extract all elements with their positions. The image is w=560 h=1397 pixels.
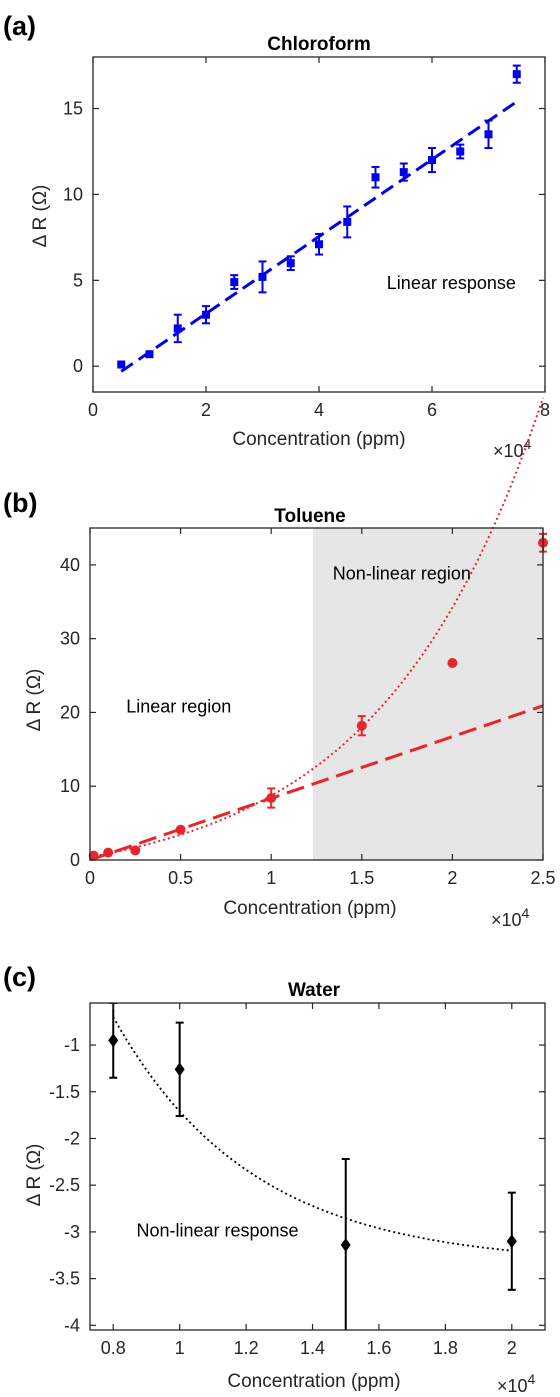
annotation-non-linear-response: Non-linear response — [136, 1221, 298, 1241]
y-tick-label: 0 — [73, 356, 83, 376]
x-tick-label: 1.6 — [366, 1338, 391, 1358]
y-tick-label: 10 — [63, 184, 83, 204]
chart-chloroform: (a) Chloroform 0 2 4 6 8 0 5 10 15 Linear respon… — [3, 11, 550, 461]
x-tick-label: 1.8 — [433, 1338, 458, 1358]
nonlinear-fit-curve — [89, 397, 544, 858]
x-tick-label: 1 — [266, 868, 276, 888]
y-tick-label: -3 — [64, 1222, 80, 1242]
data-point-0 — [88, 850, 99, 861]
x-tick-label: 1.5 — [349, 868, 374, 888]
data-point-12 — [456, 147, 465, 156]
chart-title-chloroform: Chloroform — [267, 34, 370, 55]
x-tick-label: 1 — [175, 1338, 185, 1358]
data-point-4 — [266, 793, 277, 804]
y-tick-label: -2 — [64, 1128, 80, 1148]
y-tick-label: 0 — [70, 850, 80, 870]
x-tick-label: 1.4 — [300, 1338, 325, 1358]
data-point-0 — [108, 1033, 119, 1048]
data-point-7 — [315, 240, 323, 249]
x-multiplier-water: ×104 — [497, 1371, 536, 1396]
y-tick-label: 40 — [60, 555, 80, 575]
annotation-non-linear-region: Non-linear region — [333, 564, 471, 584]
data-point-3 — [506, 1234, 517, 1249]
data-point-3 — [175, 824, 186, 835]
data-point-11 — [428, 156, 436, 165]
x-axis-label-toluene: Concentration (ppm) — [223, 898, 396, 919]
x-tick-label: 0.5 — [168, 868, 193, 888]
plot-frame — [89, 527, 544, 861]
y-tick-label: -2.5 — [49, 1175, 80, 1195]
data-point-14 — [512, 70, 521, 79]
annotation-linear-response: Linear response — [387, 273, 516, 293]
y-tick-label: -3.5 — [49, 1269, 80, 1289]
data-point-13 — [484, 130, 493, 139]
data-point-2 — [130, 845, 141, 856]
data-point-0 — [117, 360, 126, 369]
nonlinear-fit-curve — [112, 1016, 512, 1252]
panel-label-a: (a) — [3, 11, 36, 41]
data-point-5 — [356, 720, 367, 731]
data-point-6 — [447, 658, 458, 669]
x-tick-label: 0 — [88, 400, 98, 420]
x-tick-label: 1.2 — [234, 1338, 259, 1358]
non-linear-shaded-region — [312, 528, 543, 860]
chart-title-toluene: Toluene — [274, 506, 345, 527]
x-tick-label: 0 — [85, 868, 95, 888]
data-point-1 — [145, 350, 154, 359]
data-point-8 — [343, 217, 352, 226]
plot-frame — [89, 1002, 546, 1331]
x-axis-label-water: Concentration (ppm) — [227, 1371, 400, 1392]
data-point-6 — [286, 259, 295, 268]
y-axis-label-toluene: Δ R (Ω) — [24, 669, 45, 732]
y-tick-label: 30 — [60, 629, 80, 649]
plot-area — [108, 1003, 517, 1330]
data-point-2 — [340, 1237, 351, 1252]
x-tick-label: 2.5 — [530, 868, 555, 888]
y-tick-label: 5 — [73, 270, 83, 290]
y-axis-label-chloroform: Δ R (Ω) — [30, 185, 51, 248]
data-point-1 — [103, 847, 114, 858]
y-tick-label: -4 — [64, 1315, 80, 1335]
data-point-3 — [202, 310, 210, 319]
data-point-10 — [399, 168, 408, 177]
data-point-9 — [371, 173, 380, 182]
y-tick-label: 15 — [63, 99, 83, 119]
chart-water: (c) Water 0.8 1 1.2 1.4 1.6 1.8 2 -1 -1.5 -2 -2.5 -… — [3, 962, 546, 1396]
x-tick-label: 2 — [447, 868, 457, 888]
y-axis-label-water: Δ R (Ω) — [24, 1144, 45, 1207]
data-point-5 — [258, 272, 267, 281]
plot-frame — [92, 56, 546, 393]
y-tick-label: -1.5 — [49, 1082, 80, 1102]
data-point-2 — [173, 324, 182, 333]
x-tick-label: 6 — [427, 400, 437, 420]
y-tick-label: 20 — [60, 702, 80, 722]
x-tick-label: 8 — [540, 400, 550, 420]
panel-label-b: (b) — [3, 488, 37, 518]
panel-label-c: (c) — [3, 962, 36, 992]
x-tick-label: 2 — [507, 1338, 517, 1358]
linear-fit-line — [89, 704, 544, 862]
annotation-linear-region: Linear region — [126, 696, 231, 716]
data-point-4 — [230, 278, 239, 287]
y-tick-label: -1 — [64, 1035, 80, 1055]
x-axis-label-chloroform: Concentration (ppm) — [232, 429, 405, 450]
x-multiplier-toluene: ×104 — [491, 905, 530, 930]
y-tick-label: 10 — [60, 776, 80, 796]
x-tick-label: 4 — [314, 400, 324, 420]
chart-title-water: Water — [288, 980, 341, 1001]
data-point-1 — [174, 1062, 185, 1077]
x-tick-label: 0.8 — [101, 1338, 126, 1358]
x-tick-label: 2 — [201, 400, 211, 420]
